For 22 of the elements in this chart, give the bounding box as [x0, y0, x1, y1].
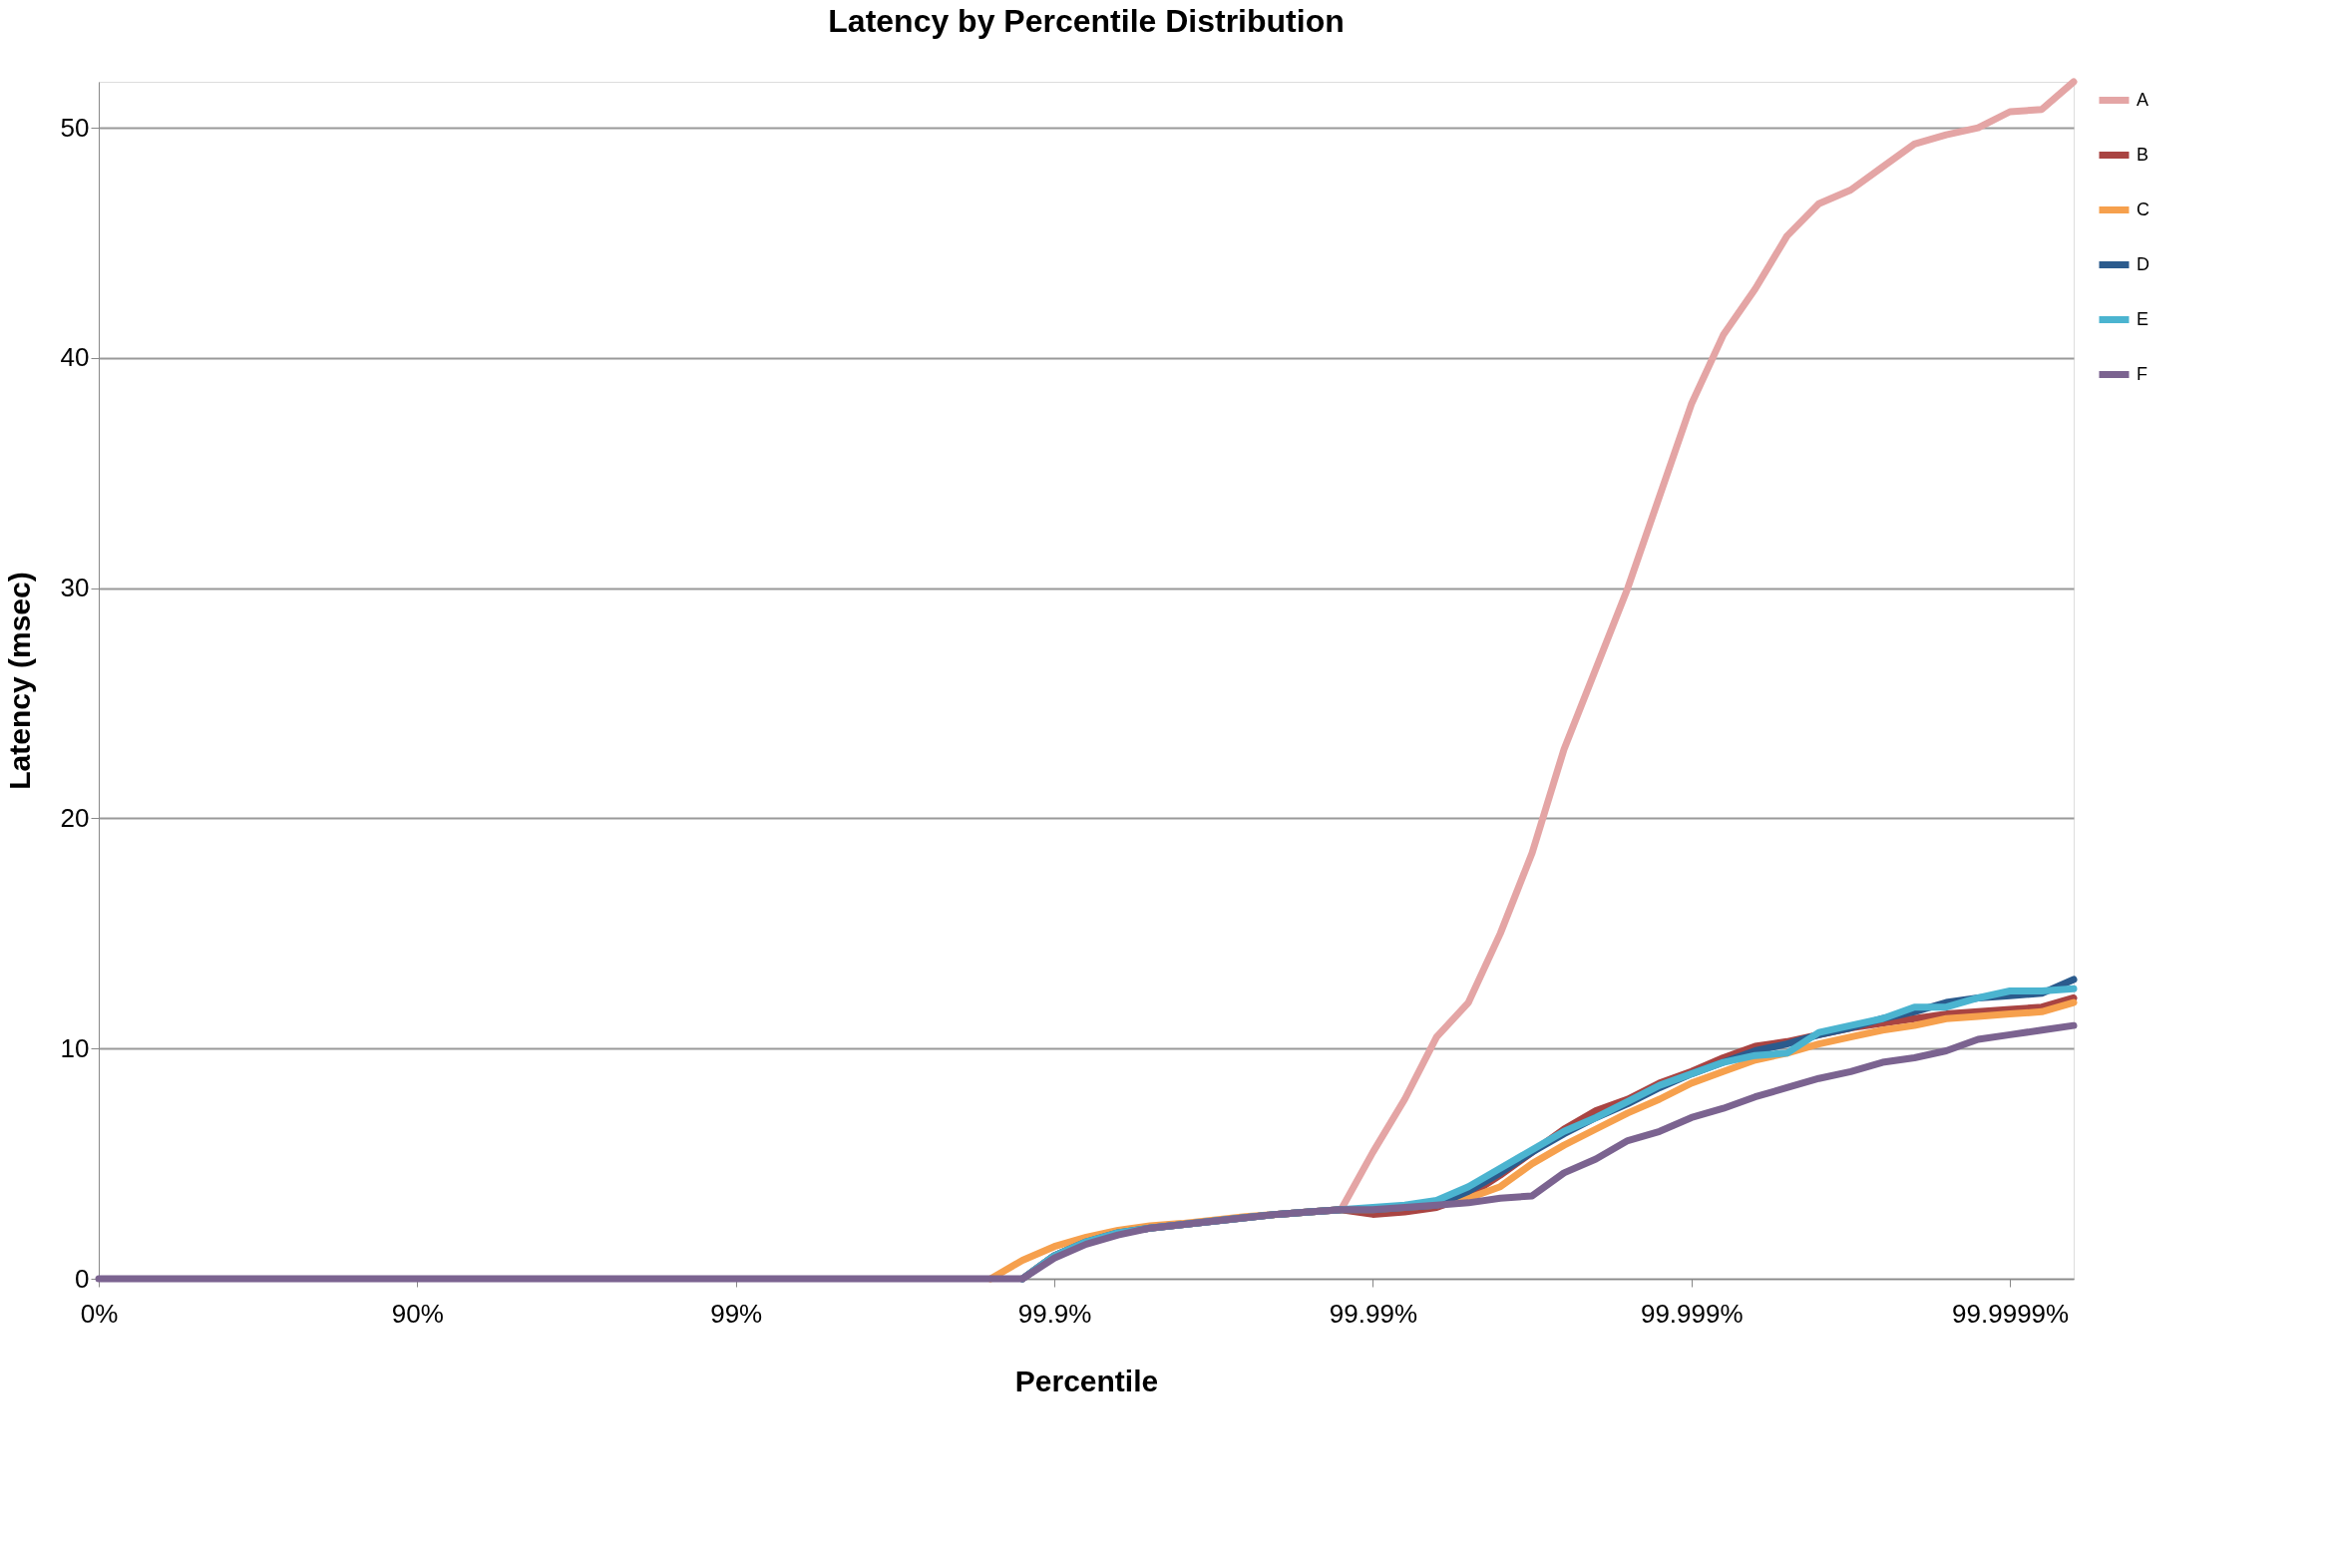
- x-axis-title: Percentile: [1014, 1364, 1159, 1397]
- y-axis-title: Latency (msec): [2, 572, 36, 790]
- x-tick-label: 99%: [710, 1298, 763, 1329]
- legend-label: B: [2137, 144, 2149, 165]
- x-tick-label: 99.9%: [1017, 1298, 1092, 1329]
- legend-label: D: [2137, 253, 2149, 274]
- x-tick-label: 0%: [80, 1298, 119, 1329]
- x-tick-label: 90%: [391, 1298, 444, 1329]
- legend-label: A: [2137, 89, 2149, 110]
- y-tick-label: 40: [60, 342, 90, 373]
- legend-label: E: [2137, 308, 2149, 329]
- y-tick-label: 20: [60, 802, 90, 833]
- x-tick-label: 99.99%: [1329, 1298, 1418, 1329]
- legend-label: F: [2137, 363, 2147, 384]
- x-tick-label: 99.9999%: [1952, 1298, 2070, 1329]
- y-tick-label: 50: [60, 112, 90, 143]
- legend-label: C: [2137, 198, 2149, 219]
- chart-title: Latency by Percentile Distribution: [828, 2, 1345, 39]
- y-tick-label: 0: [75, 1263, 90, 1294]
- y-tick-label: 30: [60, 573, 90, 603]
- y-tick-label: 10: [60, 1032, 90, 1063]
- x-tick-label: 99.999%: [1640, 1298, 1744, 1329]
